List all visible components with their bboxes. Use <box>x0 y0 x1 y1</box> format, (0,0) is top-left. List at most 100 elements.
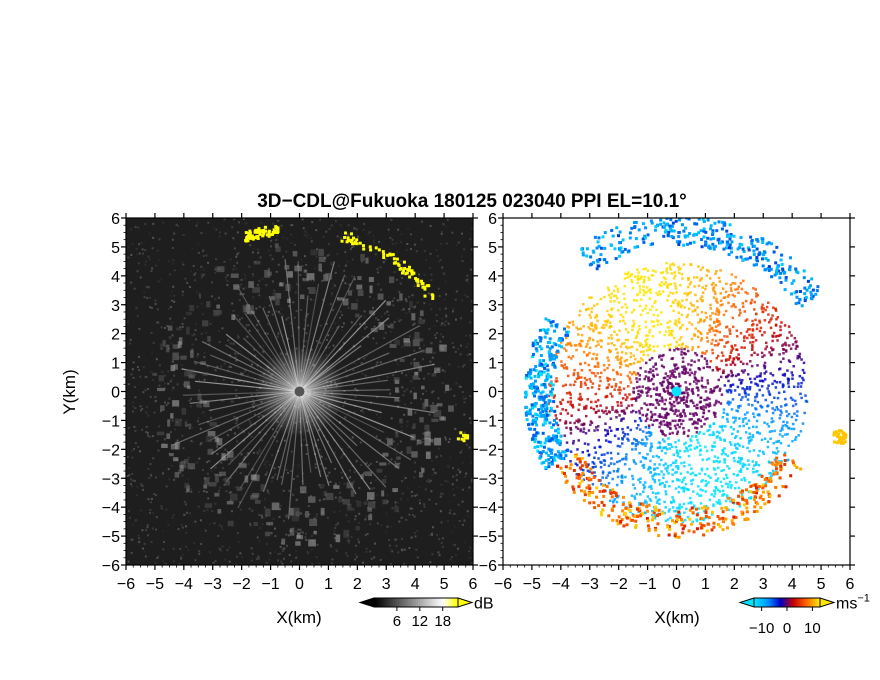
velocity-pixel <box>568 321 571 324</box>
ring-echo <box>389 343 397 348</box>
noise-speckle <box>243 456 246 459</box>
velocity-pixel <box>777 391 781 395</box>
velocity-pixel <box>747 459 750 462</box>
noise-speckle <box>325 230 328 233</box>
velocity-pixel <box>656 373 659 376</box>
velocity-pixel <box>620 404 623 407</box>
velocity-pixel <box>739 459 743 462</box>
noise-speckle <box>315 513 318 516</box>
velocity-pixel <box>706 365 709 369</box>
velocity-pixel <box>674 408 678 412</box>
noise-speckle <box>370 481 373 484</box>
noise-speckle <box>422 377 425 380</box>
velocity-pixel <box>605 406 608 409</box>
ring-echo <box>433 410 442 418</box>
velocity-pixel <box>572 383 576 387</box>
noise-speckle <box>419 502 422 505</box>
velocity-pixel <box>755 323 759 327</box>
intensity-y-tick-label: 5 <box>111 240 120 257</box>
velocity-pixel <box>750 336 753 339</box>
noise-speckle <box>374 253 377 256</box>
noise-speckle <box>214 268 217 271</box>
noise-speckle <box>390 218 393 221</box>
velocity-pixel <box>647 386 650 389</box>
strong-echo <box>407 268 411 272</box>
noise-speckle <box>250 313 253 316</box>
noise-speckle <box>133 448 136 451</box>
velocity-pixel <box>688 418 692 421</box>
noise-speckle <box>315 556 318 559</box>
noise-speckle <box>224 232 227 235</box>
noise-speckle <box>406 420 409 423</box>
velocity-pixel <box>713 445 716 448</box>
velocity-pixel <box>584 345 588 348</box>
noise-speckle <box>439 340 442 343</box>
noise-speckle <box>156 249 159 252</box>
velocity-pixel <box>754 339 758 342</box>
noise-speckle <box>130 373 133 376</box>
velocity-pixel <box>748 496 751 500</box>
velocity-pixel <box>734 275 738 279</box>
velocity-pixel <box>579 362 582 366</box>
noise-speckle <box>433 471 436 474</box>
velocity-pixel <box>674 321 677 325</box>
noise-speckle <box>339 481 342 484</box>
velocity-pixel <box>552 396 556 399</box>
noise-speckle <box>303 255 306 258</box>
velocity-pixel <box>610 334 613 337</box>
velocity-pixel <box>632 387 635 390</box>
velocity-pixel <box>767 321 771 324</box>
noise-speckle <box>304 230 307 233</box>
noise-speckle <box>188 427 191 430</box>
velocity-pixel <box>678 456 682 459</box>
ring-echo <box>364 471 372 477</box>
noise-speckle <box>314 463 317 466</box>
velocity-pixel <box>696 438 699 442</box>
noise-speckle <box>258 279 261 282</box>
velocity-pixel <box>618 329 621 332</box>
noise-speckle <box>340 471 343 474</box>
strong-echo <box>398 267 402 271</box>
velocity-pixel <box>737 406 740 409</box>
noise-speckle <box>435 320 438 323</box>
noise-speckle <box>134 429 137 432</box>
velocity-pixel <box>726 485 730 489</box>
ring-echo <box>367 492 375 500</box>
velocity-pixel <box>779 429 782 433</box>
velocity-pixel <box>596 340 599 343</box>
noise-speckle <box>194 329 197 332</box>
velocity-pixel <box>635 334 639 338</box>
noise-speckle <box>438 295 441 298</box>
velocity-pixel <box>716 502 720 505</box>
noise-speckle <box>181 325 184 328</box>
velocity-pixel <box>715 309 719 313</box>
velocity-pixel <box>688 241 692 245</box>
noise-speckle <box>384 438 387 441</box>
velocity-pixel <box>605 476 608 479</box>
velocity-pixel <box>751 333 754 337</box>
noise-speckle <box>340 456 343 459</box>
velocity-pixel <box>712 411 716 414</box>
velocity-pixel <box>728 354 732 358</box>
velocity-pixel <box>739 462 742 465</box>
velocity-pixel <box>687 444 691 448</box>
velocity-pixel <box>791 422 795 426</box>
ring-echo <box>320 507 325 516</box>
noise-speckle <box>459 344 462 347</box>
noise-speckle <box>438 538 441 541</box>
velocity-pixel <box>648 278 651 281</box>
ring-echo <box>264 531 271 537</box>
velocity-pixel <box>742 424 745 428</box>
noise-speckle <box>128 474 131 477</box>
ring-echo <box>355 313 360 318</box>
noise-speckle <box>405 249 408 252</box>
velocity-pixel <box>770 317 773 320</box>
noise-speckle <box>416 556 419 559</box>
velocity-pixel <box>599 297 603 301</box>
noise-speckle <box>158 384 161 387</box>
noise-speckle <box>218 489 221 492</box>
ring-echo <box>410 434 416 441</box>
velocity-pixel <box>693 420 696 423</box>
velocity-pixel <box>607 464 611 468</box>
ring-echo <box>394 462 400 468</box>
